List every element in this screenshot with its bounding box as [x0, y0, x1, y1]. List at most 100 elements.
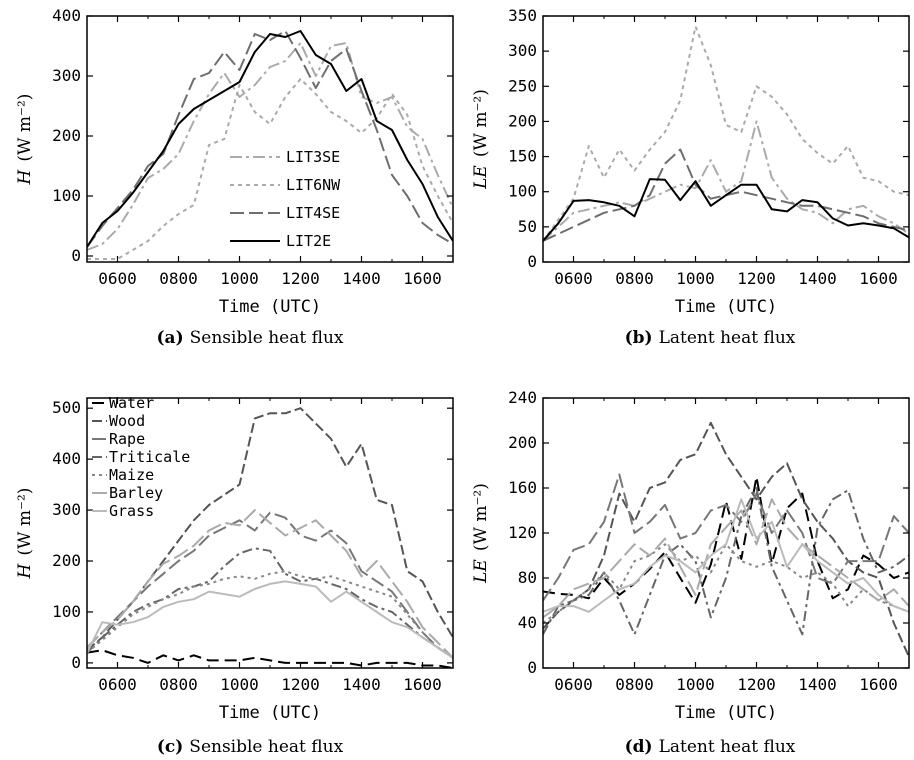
x-tick-label: 1400	[798, 269, 837, 288]
plot-frame	[542, 397, 910, 669]
y-tick-label: 400	[52, 6, 81, 25]
series-line-grass	[87, 580, 453, 659]
series-line-barley	[543, 498, 909, 619]
x-tick-label: 1200	[281, 269, 320, 288]
caption-text: Latent heat flux	[659, 737, 796, 757]
caption-tag: (a)	[157, 328, 184, 348]
y-tick-label: 100	[508, 182, 537, 201]
y-tick-label: 300	[52, 500, 81, 519]
series-group	[87, 30, 453, 260]
legend-label: LIT4SE	[286, 204, 340, 222]
y-tick-label: 0	[527, 252, 537, 271]
y-tick-label: 120	[508, 523, 537, 542]
x-tick-label: 1400	[798, 675, 837, 694]
y-axis-unit: (W m⁻²)	[471, 89, 491, 157]
y-tick-label: 200	[52, 551, 81, 570]
y-axis-unit: (W m⁻²)	[15, 488, 35, 556]
series-line-grass	[543, 498, 909, 613]
x-tick-label: 0600	[98, 269, 137, 288]
x-axis-label: Time (UTC)	[675, 297, 777, 317]
y-axis-unit: (W m⁻²)	[471, 483, 491, 551]
caption-tag: (d)	[625, 737, 653, 757]
series-line-water	[87, 649, 453, 668]
series-group	[87, 407, 453, 668]
series-line-lit3se	[87, 42, 453, 251]
y-axis-label: LE (W m⁻²)	[471, 483, 491, 584]
y-tick-label: 300	[508, 41, 537, 60]
series-group	[543, 25, 909, 242]
y-tick-label: 200	[52, 126, 81, 145]
legend-label: Maize	[109, 466, 154, 484]
series-line-barley	[87, 509, 453, 659]
series-line-lit4se	[87, 30, 453, 248]
y-axis-variable: LE	[471, 165, 491, 190]
y-tick-label: 200	[508, 433, 537, 452]
series-line-lit6nw	[87, 78, 453, 260]
x-tick-label: 1000	[676, 269, 715, 288]
y-tick-label: 100	[52, 602, 81, 621]
y-tick-label: 400	[52, 449, 81, 468]
legend: LIT3SE LIT6NW LIT4SE LIT2E	[230, 148, 341, 250]
y-axis-label: H (W m⁻²)	[15, 94, 35, 186]
panel-b: 0600 0800 1000 1200 1400 1600 0 50 100 150 200 250 3…	[471, 6, 910, 348]
x-tick-label: 1400	[342, 269, 381, 288]
series-line-rape	[87, 511, 453, 659]
series-group	[543, 421, 909, 658]
caption-tag: (c)	[157, 737, 183, 757]
caption-text: Sensible heat flux	[189, 737, 343, 757]
x-tick-label: 1000	[220, 675, 259, 694]
series-line-lit3se	[543, 120, 909, 242]
y-axis-unit: (W m⁻²)	[15, 94, 35, 162]
legend-label: LIT6NW	[286, 176, 341, 194]
panel-caption: (b) Latent heat flux	[625, 328, 796, 348]
x-tick-label: 1200	[737, 675, 776, 694]
x-tick-label: 0800	[615, 675, 654, 694]
x-tick-label: 1400	[342, 675, 381, 694]
legend-label: LIT3SE	[286, 148, 340, 166]
panel-d: 0600 0800 1000 1200 1400 1600 0 40 80 120 160 200 24…	[471, 388, 910, 757]
y-tick-label: 80	[518, 568, 537, 587]
x-tick-label: 0800	[615, 269, 654, 288]
y-tick-label: 100	[52, 186, 81, 205]
x-tick-label: 1600	[403, 269, 442, 288]
caption-tag: (b)	[625, 328, 653, 348]
y-tick-label: 0	[71, 246, 81, 265]
series-line-lit2e	[87, 30, 453, 248]
series-line-water	[543, 475, 909, 604]
x-axis-label: Time (UTC)	[219, 703, 321, 723]
x-tick-label: 1600	[859, 269, 898, 288]
caption-text: Sensible heat flux	[190, 328, 344, 348]
x-tick-label: 1200	[281, 675, 320, 694]
series-line-rape	[543, 473, 909, 602]
panel-caption: (a) Sensible heat flux	[157, 328, 344, 348]
x-tick-label: 1000	[220, 269, 259, 288]
y-axis-label: LE (W m⁻²)	[471, 89, 491, 190]
y-tick-label: 500	[52, 398, 81, 417]
y-tick-label: 40	[518, 613, 537, 632]
x-axis-label: Time (UTC)	[219, 297, 321, 317]
series-line-wood	[543, 421, 909, 658]
y-axis-variable: H	[15, 562, 35, 579]
y-tick-label: 50	[518, 217, 537, 236]
y-tick-label: 0	[71, 653, 81, 672]
x-tick-label: 1000	[676, 675, 715, 694]
x-axis-label: Time (UTC)	[675, 703, 777, 723]
y-tick-label: 160	[508, 478, 537, 497]
plot-frame	[86, 15, 454, 263]
y-axis-variable: LE	[471, 559, 491, 584]
series-line-maize	[87, 570, 453, 659]
x-tick-label: 0600	[98, 675, 137, 694]
x-tick-label: 0600	[554, 269, 593, 288]
x-tick-label: 1200	[737, 269, 776, 288]
y-tick-label: 300	[52, 66, 81, 85]
panel-caption: (d) Latent heat flux	[625, 737, 796, 757]
x-tick-label: 1600	[403, 675, 442, 694]
y-axis-variable: H	[15, 168, 35, 185]
series-line-maize	[543, 543, 909, 624]
legend-label: Wood	[109, 412, 145, 430]
x-tick-label: 0800	[159, 675, 198, 694]
panel-c: 0600 0800 1000 1200 1400 1600 0 100 200 300 400 500…	[15, 394, 454, 757]
y-tick-label: 0	[527, 658, 537, 677]
